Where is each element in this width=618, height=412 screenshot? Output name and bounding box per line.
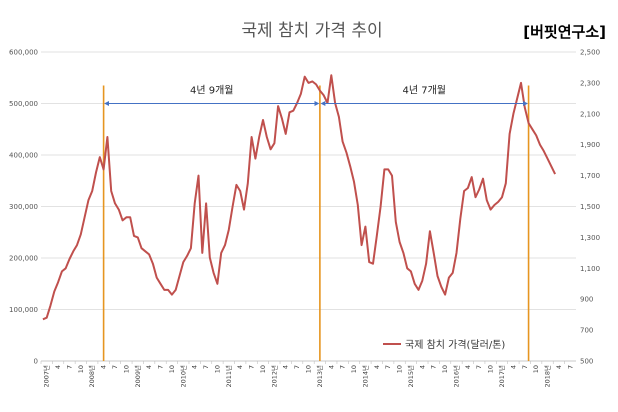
legend-label: 국제 참치 가격(달러/톤) xyxy=(405,338,505,351)
x-tick-label: 4 xyxy=(236,365,244,369)
x-tick-label: 7 xyxy=(157,365,165,369)
y-axis-right: 500 700 900 1,100 1,300 1,500 1,700 1,900 2,100 2… xyxy=(580,49,600,366)
y-right-tick-label: 2,300 xyxy=(580,79,600,87)
series-line xyxy=(42,74,556,321)
x-tick-label: 10 xyxy=(213,365,221,373)
x-tick-label: 10 xyxy=(305,365,313,373)
y-right-tick-label: 900 xyxy=(580,296,593,304)
x-tick-label: 10 xyxy=(396,365,404,373)
vertical-markers xyxy=(102,85,530,361)
x-tick-label: 4 xyxy=(282,365,290,369)
x-tick-label: 2015년 xyxy=(406,365,415,388)
x-tick-label: 2010년 xyxy=(178,365,187,388)
y-left-tick-label: 500,000 xyxy=(9,100,38,108)
x-tick-label: 2014년 xyxy=(360,365,369,388)
x-tick-label: 2016년 xyxy=(451,365,460,388)
x-tick-label: 10 xyxy=(532,365,540,373)
x-tick-label: 4 xyxy=(373,365,381,369)
x-tick-label: 2012년 xyxy=(269,365,278,388)
x-tick-label: 4 xyxy=(555,365,563,369)
y-right-tick-label: 500 xyxy=(580,358,593,366)
x-tick-label: 2017년 xyxy=(497,365,506,388)
x-tick-label: 7 xyxy=(111,365,119,369)
brand-label: [버핏연구소] xyxy=(523,23,606,41)
annotation-label: 4년 9개월 xyxy=(190,85,234,97)
x-tick-label: 10 xyxy=(168,365,176,373)
x-tick-label: 7 xyxy=(566,365,574,369)
y-right-tick-label: 2,100 xyxy=(580,110,600,118)
x-tick-label: 2007년 xyxy=(42,365,51,388)
x-tick-label: 4 xyxy=(54,365,62,369)
x-tick-label: 10 xyxy=(350,365,358,373)
x-tick-label: 7 xyxy=(248,365,256,369)
y-left-tick-label: 600,000 xyxy=(9,49,38,57)
x-tick-label: 7 xyxy=(65,365,73,369)
x-tick-label: 10 xyxy=(77,365,85,373)
x-tick-label: 4 xyxy=(327,365,335,369)
y-right-tick-label: 1,100 xyxy=(580,265,600,273)
y-right-tick-label: 1,900 xyxy=(580,141,600,149)
annotations: 4년 9개월 4년 7개월 xyxy=(104,85,529,106)
legend: 국제 참치 가격(달러/톤) xyxy=(383,338,505,351)
y-left-tick-label: 300,000 xyxy=(9,203,38,211)
x-tick-label: 2009년 xyxy=(133,365,142,388)
y-right-tick-label: 700 xyxy=(580,327,593,335)
x-tick-label: 7 xyxy=(384,365,392,369)
x-tick-label: 7 xyxy=(293,365,301,369)
x-tick-label: 10 xyxy=(441,365,449,373)
y-left-tick-label: 200,000 xyxy=(9,255,38,263)
x-tick-label: 7 xyxy=(475,365,483,369)
x-tick-label: 4 xyxy=(191,365,199,369)
x-tick-label: 2008년 xyxy=(87,365,96,388)
x-tick-label: 2013년 xyxy=(315,365,324,388)
x-tick-label: 10 xyxy=(259,365,267,373)
y-axis-left: 0 100,000 200,000 300,000 400,000 500,000 600,… xyxy=(9,49,38,366)
y-right-tick-label: 2,500 xyxy=(580,49,600,57)
x-tick-label: 4 xyxy=(464,365,472,369)
x-tick-label: 7 xyxy=(430,365,438,369)
y-left-tick-label: 100,000 xyxy=(9,306,38,314)
y-right-tick-label: 1,300 xyxy=(580,234,600,242)
x-tick-label: 4 xyxy=(418,365,426,369)
x-tick-label: 2018년 xyxy=(543,365,552,388)
x-axis: 2007년 4 7 10 2008년 4 7 10 2009년 4 7 10 2010년 4 7 10 2011… xyxy=(40,360,576,388)
y-left-tick-label: 400,000 xyxy=(9,152,38,160)
annotation-label: 4년 7개월 xyxy=(402,85,446,97)
y-right-tick-label: 1,700 xyxy=(580,172,600,180)
x-tick-label: 4 xyxy=(509,365,517,369)
x-tick-label: 10 xyxy=(487,365,495,373)
chart-title: 국제 참치 가격 추이 xyxy=(241,21,382,41)
x-tick-label: 7 xyxy=(202,365,210,369)
y-left-tick-label: 0 xyxy=(34,358,38,366)
x-tick-label: 4 xyxy=(145,365,153,369)
x-tick-label: 10 xyxy=(122,365,130,373)
series-layer xyxy=(42,74,556,321)
x-tick-label: 7 xyxy=(339,365,347,369)
y-right-tick-label: 1,500 xyxy=(580,203,600,211)
x-tick-label: 2011년 xyxy=(224,365,233,388)
x-tick-label: 7 xyxy=(521,365,529,369)
x-tick-label: 4 xyxy=(100,365,108,369)
